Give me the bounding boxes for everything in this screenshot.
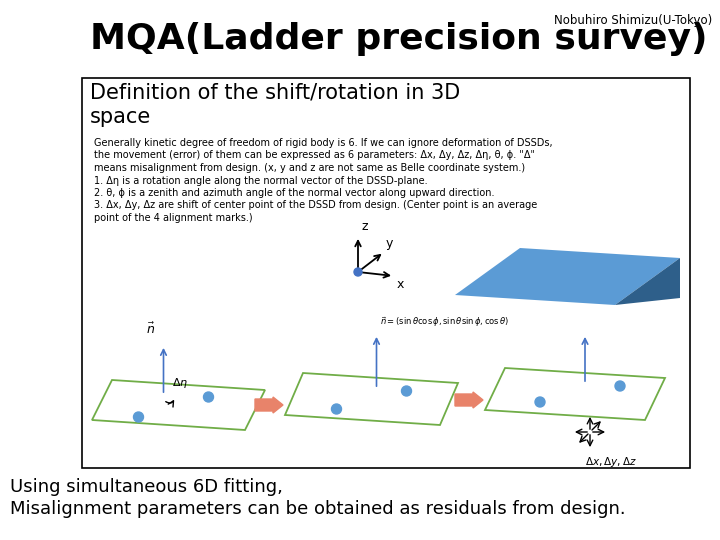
FancyArrow shape	[255, 397, 283, 413]
Text: Definition of the shift/rotation in 3D: Definition of the shift/rotation in 3D	[90, 82, 460, 102]
Text: $\vec{n}=(\sin\theta\cos\phi,\sin\theta\sin\phi,\cos\theta)$: $\vec{n}=(\sin\theta\cos\phi,\sin\theta\…	[379, 315, 509, 329]
Text: x: x	[397, 278, 405, 291]
Text: $\vec{n}$: $\vec{n}$	[145, 322, 155, 337]
Text: z: z	[361, 220, 367, 233]
Text: 1. Δη is a rotation angle along the normal vector of the DSSD-plane.: 1. Δη is a rotation angle along the norm…	[94, 176, 428, 186]
Circle shape	[204, 392, 214, 402]
Text: $\Delta x, \Delta y, \Delta z$: $\Delta x, \Delta y, \Delta z$	[585, 455, 637, 469]
Polygon shape	[615, 258, 680, 305]
Text: space: space	[90, 107, 151, 127]
Text: means misalignment from design. (x, y and z are not same as Belle coordinate sys: means misalignment from design. (x, y an…	[94, 163, 525, 173]
Text: $\Delta\eta$: $\Delta\eta$	[171, 376, 188, 390]
Circle shape	[402, 386, 412, 396]
Text: the movement (error) of them can be expressed as 6 parameters: Δx, Δy, Δz, Δη, θ: the movement (error) of them can be expr…	[94, 151, 535, 160]
FancyArrow shape	[455, 392, 483, 408]
Circle shape	[615, 381, 625, 391]
Circle shape	[535, 397, 545, 407]
Circle shape	[354, 268, 362, 276]
Text: Using simultaneous 6D fitting,: Using simultaneous 6D fitting,	[10, 478, 283, 496]
Text: MQA(Ladder precision survey): MQA(Ladder precision survey)	[90, 22, 708, 56]
Text: Nobuhiro Shimizu(U-Tokyo): Nobuhiro Shimizu(U-Tokyo)	[554, 14, 712, 27]
Circle shape	[133, 412, 143, 422]
Text: 2. θ, ϕ is a zenith and azimuth angle of the normal vector along upward directio: 2. θ, ϕ is a zenith and azimuth angle of…	[94, 188, 495, 198]
Text: Misalignment parameters can be obtained as residuals from design.: Misalignment parameters can be obtained …	[10, 500, 626, 518]
Text: 3. Δx, Δy, Δz are shift of center point of the DSSD from design. (Center point i: 3. Δx, Δy, Δz are shift of center point …	[94, 200, 537, 211]
Polygon shape	[455, 248, 680, 305]
Circle shape	[331, 404, 341, 414]
Text: Generally kinetic degree of freedom of rigid body is 6. If we can ignore deforma: Generally kinetic degree of freedom of r…	[94, 138, 553, 148]
Text: y: y	[386, 237, 393, 250]
Bar	[82, 78, 690, 468]
Text: point of the 4 alignment marks.): point of the 4 alignment marks.)	[94, 213, 253, 223]
